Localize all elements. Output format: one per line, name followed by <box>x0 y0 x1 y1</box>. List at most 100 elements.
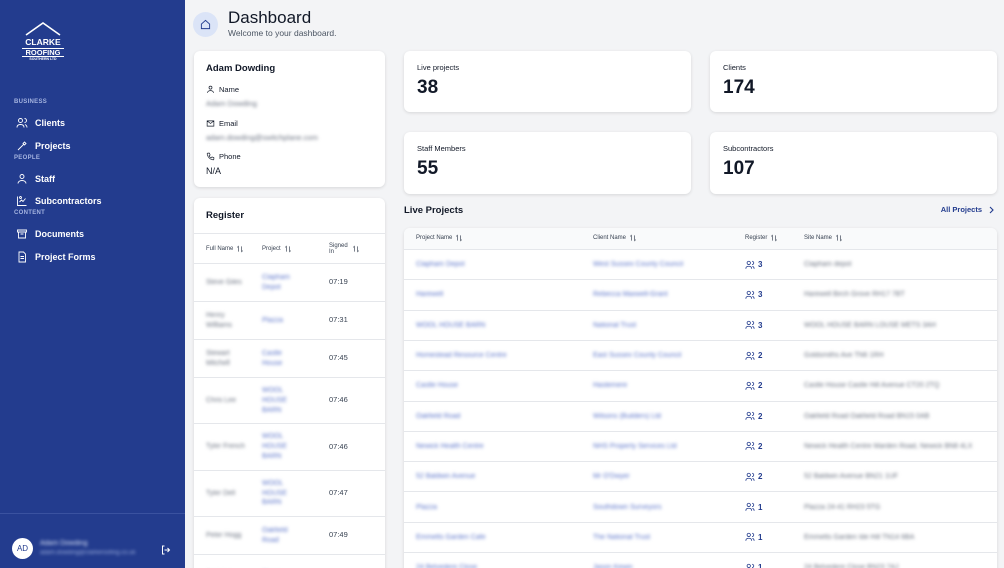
nav-heading: CONTENT <box>14 210 46 216</box>
project-cell: Emmetts Garden Cafe <box>416 533 486 541</box>
project-cell: Castle House Castle Hill Avenue CT20 2TQ <box>804 382 940 390</box>
register-row[interactable]: Jack LeePlazza07:52 <box>194 554 385 568</box>
profile-name: Adam Dowding <box>206 63 276 74</box>
field-value: Adam Dowding <box>206 99 257 108</box>
register-count: 3 <box>758 320 763 330</box>
column-header: Client Name <box>593 234 637 242</box>
field-value: adam.dowding@switchplane.com <box>206 132 318 142</box>
logo-line: CLARKE <box>25 37 61 47</box>
stat-label: Subcontractors <box>723 144 774 153</box>
nav-item[interactable]: Project Forms <box>16 248 96 266</box>
register-row[interactable]: Peter Hogg Oakfield Road 07:49 <box>194 516 385 554</box>
nav-item[interactable]: Projects <box>16 137 71 155</box>
icon <box>207 85 214 93</box>
project-cell: Oakfield Road <box>416 412 461 420</box>
column-label: Site Name <box>804 235 833 241</box>
column-label: Register <box>745 235 768 241</box>
nav-item[interactable]: Subcontractors <box>16 192 102 210</box>
project-cell: Plazza <box>416 503 438 511</box>
project-row[interactable]: Oakfield Road Wilsons (Builders) Ltd 2 Oakf… <box>404 400 997 431</box>
stat-value: 174 <box>723 77 755 98</box>
logo-line: ROOFING <box>22 47 64 57</box>
project-row[interactable]: Homestead Resource Centre East Sussex Cou… <box>404 339 997 370</box>
project-cell: Newick Health Centre <box>416 442 484 450</box>
stat-label: Staff Members <box>417 144 466 153</box>
chevron <box>989 206 994 214</box>
field-value: N/A <box>206 166 222 176</box>
project-cell: The National Trust <box>593 533 651 541</box>
project-cell: 1 <box>745 532 762 542</box>
column-label: Signed In <box>329 242 348 255</box>
logout-button[interactable] <box>160 544 172 556</box>
nav-item[interactable]: Documents <box>16 225 84 243</box>
home-icon <box>193 12 218 37</box>
project-cell: Plazza 24-41 RH23 5TG <box>804 503 881 511</box>
stat-value: 38 <box>417 77 439 98</box>
stat-card: Live projects 38 <box>404 51 691 112</box>
register-table: Full Name Project Signed In Steve Giles Clap… <box>194 233 385 568</box>
nav-label: Project Forms <box>35 251 96 262</box>
project-row[interactable]: 52 Baldwin Avenue Mr O'Dwyer 2 52 Baldwin A… <box>404 461 997 491</box>
project-row[interactable]: Castle House Hastemere 2 Castle House Castl… <box>404 370 997 400</box>
column-header: Site Name <box>804 234 843 242</box>
register-row[interactable]: Stewart Mitchell Castle House 07:45 <box>194 339 385 377</box>
project-row[interactable]: WOOL HOUSE BARN National Trust 3 WOOL HOUSE… <box>404 309 997 340</box>
icon <box>17 196 27 206</box>
project-cell: Harewell <box>416 291 444 299</box>
project-cell: Emmetts Garden Ide Hill TN14 6BA <box>804 533 915 541</box>
project-cell: Harewell Birch Grove RH17 7BT <box>804 291 905 299</box>
nav-heading: BUSINESS <box>14 99 48 105</box>
nav-item[interactable]: Staff <box>16 170 55 188</box>
register-cell: WOOL HOUSE BARN <box>262 433 287 460</box>
project-cell: WOOL HOUSE BARN LOUSE METS 3AH <box>804 321 936 329</box>
register-cell: 07:46 <box>329 395 348 405</box>
register-row[interactable]: Chris Lee WOOL HOUSE BARN 07:46 <box>194 377 385 423</box>
profile-card: Adam Dowding Name Adam Dowding Email adam.d… <box>194 51 385 187</box>
project-row[interactable]: Plazza Southdown Surveyors 1 Plazza 24-41 R… <box>404 491 997 521</box>
project-cell: 2 <box>745 351 762 361</box>
register-icon <box>745 321 755 330</box>
project-cell: Clapham depot <box>804 261 852 269</box>
nav-label: Staff <box>35 173 55 184</box>
project-cell: Homestead Resource Centre <box>416 352 507 360</box>
register-row[interactable]: Henry Williams Plazza 07:31 <box>194 301 385 339</box>
project-row[interactable]: 24 Belvedere Close Jason Kewin 1 24 Belvede… <box>404 552 997 568</box>
project-row[interactable]: Newick Health Centre NHS Property Service… <box>404 430 997 461</box>
register-count: 3 <box>758 260 763 270</box>
register-icon <box>745 381 755 390</box>
nav-item[interactable]: Clients <box>16 114 65 132</box>
project-cell: Newick Health Centre Marden Road, Newick… <box>804 442 973 450</box>
register-count: 2 <box>758 441 763 451</box>
project-row[interactable]: Harewell Rebecca Maxwell-Grant 3 Harewell B… <box>404 279 997 309</box>
project-cell: 1 <box>745 563 762 568</box>
field-label-text: Phone <box>219 152 241 161</box>
column-header: Project Name <box>416 234 463 242</box>
stat-card: Staff Members 55 <box>404 132 691 194</box>
project-cell: 2 <box>745 411 762 421</box>
all-projects-link[interactable]: All Projects <box>940 205 982 214</box>
project-row[interactable]: Emmetts Garden Cafe The National Trust 1 Em… <box>404 521 997 552</box>
register-count: 2 <box>758 351 763 361</box>
register-row[interactable]: Tyler French WOOL HOUSE BARN 07:46 <box>194 423 385 469</box>
logo-line: SOUTHERN LTD <box>29 57 57 61</box>
register-cell: Plazza <box>262 316 284 324</box>
register-cell: Henry Williams <box>206 311 233 329</box>
register-row[interactable]: Tyler Dell WOOL HOUSE BARN 07:47 <box>194 469 385 516</box>
register-card: Register Full Name Project Signed In Steve … <box>194 198 385 568</box>
avatar[interactable]: AD <box>12 538 33 559</box>
register-cell: 07:31 <box>329 315 348 325</box>
project-cell: Hastemere <box>593 382 628 390</box>
field-label-text: Email <box>219 118 238 128</box>
register-row[interactable]: Steve Giles Clapham Depot 07:19 <box>194 263 385 301</box>
section-title: Live Projects <box>404 205 464 216</box>
project-row[interactable]: Clapham Depot West Sussex County Council 3… <box>404 249 997 279</box>
register-cell: Peter Hogg <box>206 531 242 539</box>
project-cell: 24 Belvedere Close <box>416 564 478 568</box>
register-cell: Steve Giles <box>206 278 242 286</box>
project-cell: Rebecca Maxwell-Grant <box>593 291 668 299</box>
project-cell: Goldsmiths Ave TN6 1RH <box>804 352 884 360</box>
user-name: Adam Dowding <box>40 540 88 547</box>
stat-label: Clients <box>723 63 746 72</box>
column-label: Project <box>262 245 281 252</box>
register-cell: 07:47 <box>329 488 348 498</box>
